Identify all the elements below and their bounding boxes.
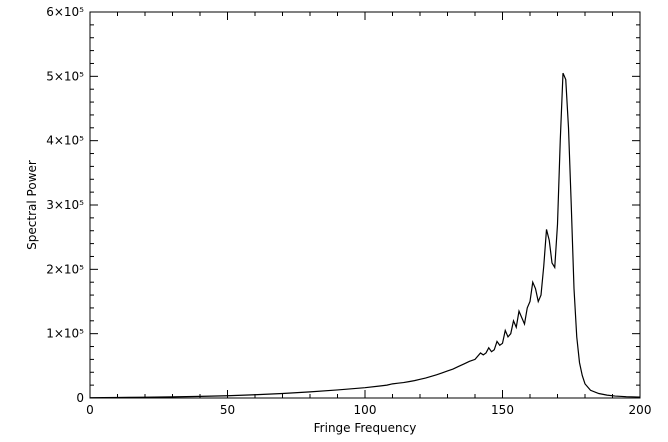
series-line xyxy=(89,72,641,399)
x-axis-label: Fringe Frequency xyxy=(314,421,417,435)
x-tick-label: 150 xyxy=(491,403,514,417)
plot-frame xyxy=(89,11,641,399)
x-tick-label: 50 xyxy=(220,403,235,417)
y-axis-label: Spectral Power xyxy=(25,160,39,250)
x-tick-label: 200 xyxy=(629,403,652,417)
y-tick-label: 5×10⁵ xyxy=(46,69,84,83)
y-tick-label: 3×10⁵ xyxy=(46,198,84,212)
y-tick-label: 0 xyxy=(76,391,84,405)
y-tick-label: 6×10⁵ xyxy=(46,5,84,19)
y-tick-label: 4×10⁵ xyxy=(46,134,84,148)
x-tick-label: 100 xyxy=(354,403,377,417)
y-tick-label: 2×10⁵ xyxy=(46,262,84,276)
x-tick-label: 0 xyxy=(86,403,94,417)
y-tick-label: 1×10⁵ xyxy=(46,327,84,341)
